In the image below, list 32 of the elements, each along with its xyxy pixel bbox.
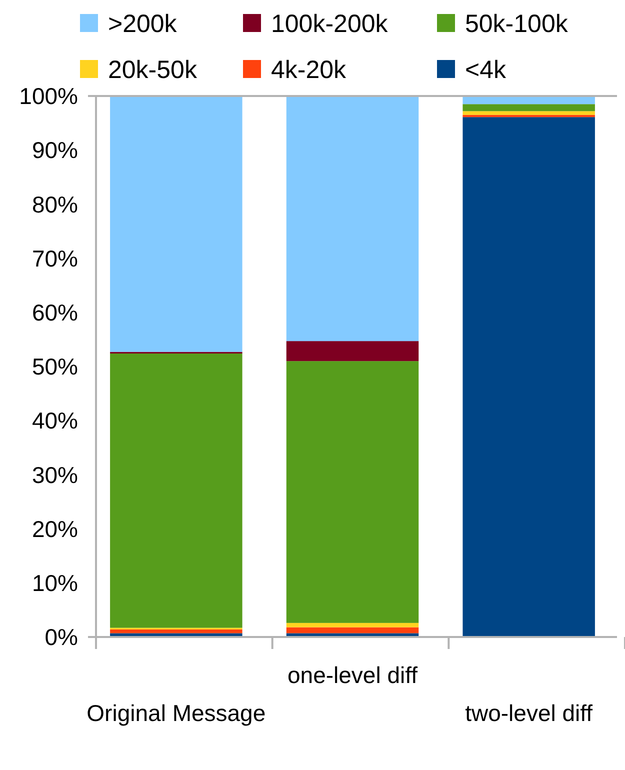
y-tick-label: 30% — [32, 462, 78, 488]
bar — [462, 111, 595, 115]
y-tick-label: 20% — [32, 516, 78, 542]
x-tick-label: one-level diff — [288, 662, 418, 688]
y-tick-label: 10% — [32, 570, 78, 596]
bar — [462, 114, 595, 118]
legend-label: >200k — [108, 10, 178, 38]
bar — [286, 622, 419, 628]
y-tick-label: 70% — [32, 245, 78, 272]
bar — [462, 104, 595, 112]
y-tick-label: 0% — [44, 624, 78, 650]
bar — [286, 627, 419, 634]
bar — [110, 629, 242, 634]
bar — [110, 96, 242, 352]
y-tick-label: 50% — [32, 354, 78, 380]
legend-label: 4k-20k — [271, 56, 347, 84]
legend-label: 100k-200k — [271, 10, 388, 38]
y-tick-label: 90% — [32, 137, 78, 164]
x-tick-label: Original Message — [86, 700, 266, 726]
legend-label: <4k — [465, 56, 507, 84]
bar — [110, 354, 242, 628]
bar — [462, 117, 595, 637]
legend-label: 50k-100k — [465, 10, 568, 38]
y-tick-label: 40% — [32, 408, 78, 434]
bar — [286, 96, 419, 342]
y-tick-label: 80% — [32, 191, 78, 218]
bar — [286, 361, 419, 623]
x-tick-label: two-level diff — [465, 700, 594, 726]
legend-label: 20k-50k — [108, 56, 198, 84]
y-tick-label: 100% — [19, 83, 78, 110]
y-tick-label: 60% — [32, 299, 78, 326]
bar — [286, 341, 419, 362]
